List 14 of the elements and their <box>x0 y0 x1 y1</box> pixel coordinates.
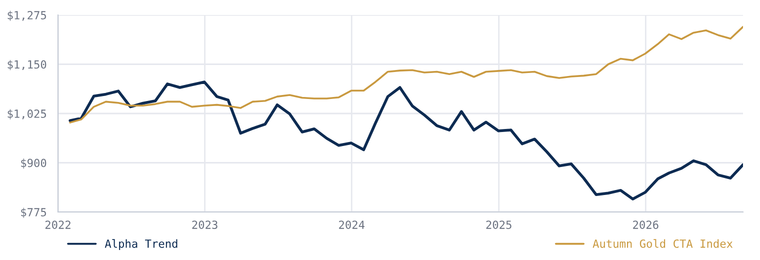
y-tick-label: $1,275 <box>8 10 46 21</box>
x-tick-label: 2025 <box>486 220 512 229</box>
y-tick-label: $775 <box>21 208 46 218</box>
legend-label: Alpha Trend <box>104 239 178 250</box>
legend-label: Autumn Gold CTA Index <box>592 239 733 248</box>
x-tick-label: 2023 <box>192 220 218 229</box>
y-tick-label: $1,150 <box>8 60 46 70</box>
line-series <box>68 80 743 200</box>
y-tick-label: $900 <box>21 158 46 169</box>
line-series <box>69 26 743 124</box>
y-tick-label: $1,025 <box>8 109 46 120</box>
x-tick-label: 2024 <box>339 220 364 229</box>
x-tick-label: 2026 <box>633 220 658 229</box>
x-tick-label: 2022 <box>45 220 70 229</box>
